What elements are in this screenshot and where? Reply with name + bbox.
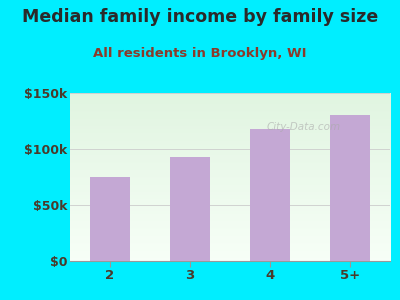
- Text: All residents in Brooklyn, WI: All residents in Brooklyn, WI: [93, 46, 307, 59]
- Text: City-Data.com: City-Data.com: [266, 122, 341, 132]
- Text: Median family income by family size: Median family income by family size: [22, 8, 378, 26]
- Bar: [330, 116, 370, 261]
- Bar: [250, 129, 290, 261]
- Bar: [90, 177, 130, 261]
- Bar: [170, 157, 210, 261]
